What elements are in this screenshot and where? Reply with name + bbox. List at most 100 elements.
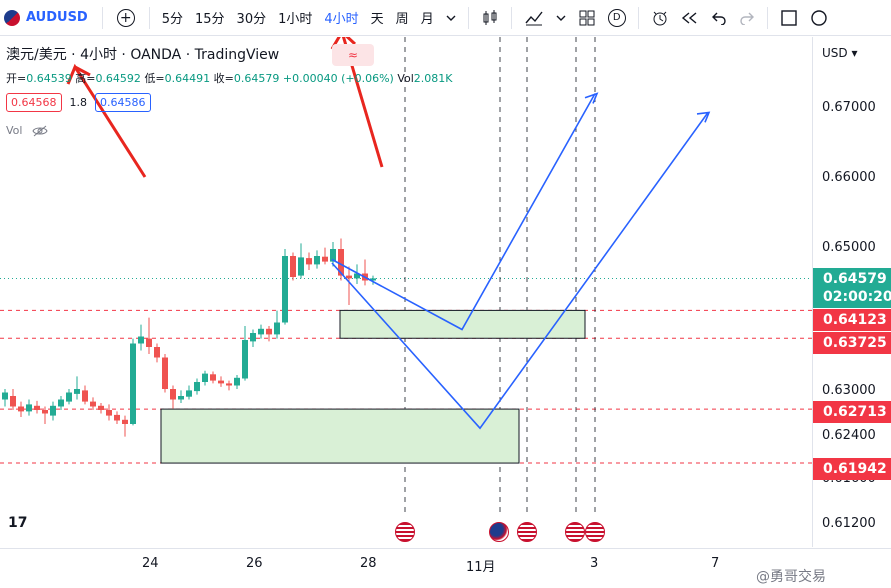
candle-body: [250, 333, 256, 342]
candle-body: [242, 340, 248, 379]
candle-body: [10, 396, 16, 407]
divider: [510, 6, 512, 29]
volume-legend: Vol: [6, 124, 49, 137]
open-label: 开=: [6, 72, 27, 85]
indicators-icon[interactable]: [518, 4, 550, 32]
candle-body: [354, 273, 360, 279]
rewind-icon[interactable]: [675, 4, 705, 32]
interval-30m[interactable]: 30分: [236, 12, 267, 27]
time-label: 11月: [466, 560, 496, 575]
us-event-flag-icon[interactable]: [585, 522, 605, 542]
chart-legend: 澳元/美元 · 4小时 · OANDA · TradingView: [6, 44, 279, 64]
price-label: 0.63000: [822, 383, 876, 398]
us-event-flag-icon[interactable]: [565, 522, 585, 542]
watermark: @勇哥交易: [756, 569, 826, 585]
divider: [637, 6, 639, 29]
projection-arrowhead-a: [584, 92, 599, 104]
candle-body: [154, 347, 160, 358]
candle-body: [186, 390, 192, 397]
chart-pane[interactable]: [0, 37, 812, 547]
alert-clock-icon[interactable]: [645, 4, 675, 32]
candle-body: [202, 373, 208, 382]
candle-body: [26, 404, 32, 412]
market-status-pill[interactable]: ≈: [332, 44, 374, 66]
high-label: 高=: [75, 72, 96, 85]
candle-body: [234, 377, 240, 386]
screenshot-circle-icon[interactable]: [804, 4, 834, 32]
eye-hidden-icon[interactable]: [32, 125, 49, 137]
candle-body: [34, 405, 40, 410]
time-label: 28: [360, 556, 377, 571]
price-label: 0.66000: [822, 170, 876, 185]
ohlc-values: 开=0.64539 高=0.64592 低=0.64491 收=0.64579 …: [6, 70, 453, 86]
bid-ask: 0.64568 1.8 0.64586: [6, 93, 151, 112]
candle-body: [218, 380, 224, 384]
close-label: 收=: [213, 72, 234, 85]
price-axis[interactable]: USD ▾: [812, 37, 891, 547]
open-value: 0.64539: [26, 72, 72, 85]
candle-body: [58, 399, 64, 407]
bar-countdown: 02:00:20: [823, 289, 891, 305]
level-tag: 0.62713: [813, 401, 891, 423]
candle-body: [114, 414, 120, 421]
price-label: 0.61200: [822, 516, 876, 531]
candle-body: [298, 257, 304, 276]
replay-button[interactable]: D: [602, 4, 632, 32]
indicators-dropdown-icon[interactable]: [550, 4, 572, 32]
candle-body: [330, 249, 336, 262]
us-event-flag-icon[interactable]: [517, 522, 537, 542]
projection-arrowhead-b: [696, 111, 711, 123]
layout-grid-icon[interactable]: [572, 4, 602, 32]
candle-body: [74, 389, 80, 394]
legend-title: 澳元/美元 · 4小时 · OANDA · TradingView: [6, 47, 280, 63]
bid-price[interactable]: 0.64568: [6, 93, 62, 112]
currency-selector[interactable]: USD ▾: [822, 46, 858, 60]
interval-dropdown-icon[interactable]: [440, 4, 462, 32]
candle-body: [106, 410, 112, 416]
undo-icon[interactable]: [705, 4, 733, 32]
candle-body: [90, 401, 96, 407]
interval-15m[interactable]: 15分: [195, 12, 225, 27]
redo-icon[interactable]: [733, 4, 761, 32]
candles-chart-type-icon[interactable]: [475, 4, 505, 32]
candle-body: [98, 405, 104, 410]
candle-body: [50, 405, 56, 416]
volume-label: Vol: [6, 124, 23, 137]
interval-4h[interactable]: 4小时: [324, 12, 359, 27]
ask-price[interactable]: 0.64586: [95, 93, 151, 112]
fullscreen-square-icon[interactable]: [774, 4, 804, 32]
compare-add-icon[interactable]: +: [116, 8, 135, 27]
tradingview-logo-icon[interactable]: 17: [8, 515, 28, 531]
projection-path-a: [331, 93, 596, 331]
spread-value: 1.8: [69, 96, 88, 109]
divider: [467, 6, 469, 29]
candle-body: [306, 258, 312, 265]
candle-body: [42, 410, 48, 414]
interval-1d[interactable]: 天: [370, 12, 384, 27]
candle-body: [266, 328, 272, 335]
candle-body: [170, 389, 176, 400]
price-label: 0.67000: [822, 100, 876, 115]
annotation-arrow-symbol: [66, 63, 147, 178]
interval-1w[interactable]: 周: [395, 12, 409, 27]
time-label: 24: [142, 556, 159, 571]
candle-body: [314, 256, 320, 265]
interval-1mo[interactable]: 月: [420, 12, 434, 27]
candle-body: [322, 256, 328, 262]
candle-body: [138, 336, 144, 344]
time-label: 7: [711, 556, 720, 571]
candle-body: [338, 249, 344, 276]
projection-path-b: [331, 112, 709, 430]
au-event-flag-icon[interactable]: [489, 522, 509, 542]
us-event-flag-icon[interactable]: [395, 522, 415, 542]
interval-5m[interactable]: 5分: [161, 12, 183, 27]
divider: [148, 6, 150, 29]
level-tag: 0.61942: [813, 458, 891, 480]
ohlc-vol-value: 2.081K: [413, 72, 453, 85]
annotation-arrow-interval: [330, 37, 384, 168]
symbol-search[interactable]: AUDUSD: [0, 0, 96, 36]
time-axis[interactable]: [0, 548, 891, 588]
level-tag: 0.64123: [813, 309, 891, 331]
interval-1h[interactable]: 1小时: [278, 12, 313, 27]
candle-body: [122, 419, 128, 424]
